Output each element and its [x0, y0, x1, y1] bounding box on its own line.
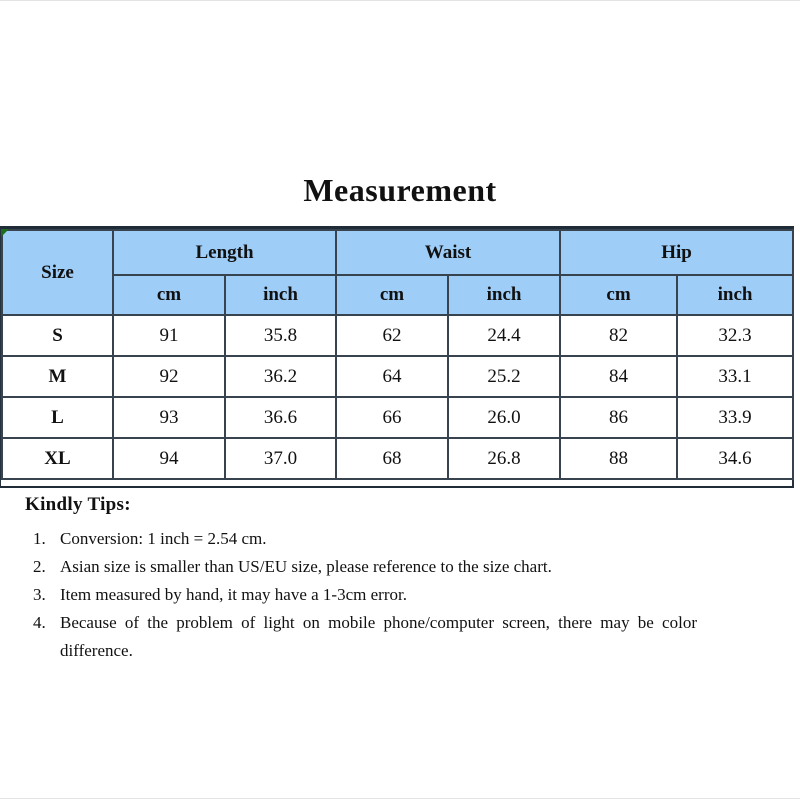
tip-number: 2.	[33, 557, 46, 576]
table-cell: 94	[112, 437, 226, 480]
table-cell: 66	[335, 396, 450, 439]
header-hip-inch: inch	[676, 274, 795, 316]
size-label: S	[1, 314, 114, 357]
corner-marker-triangle-icon	[1, 229, 9, 237]
measurement-table: Size Length Waist Hip cm inch cm inch cm…	[0, 226, 795, 488]
table-row-l: L 93 36.6 66 26.0 86 33.9	[1, 396, 795, 439]
size-label: XL	[1, 437, 114, 480]
table-row-m: M 92 36.2 64 25.2 84 33.1	[1, 355, 795, 398]
table-cell: 35.8	[223, 314, 338, 357]
table-cell: 93	[112, 396, 226, 439]
header-waist-cm: cm	[335, 274, 450, 316]
top-edge-divider	[0, 0, 800, 1]
header-hip: Hip	[559, 229, 795, 276]
tip-item: 2. Asian size is smaller than US/EU size…	[25, 553, 697, 581]
table-cell: 82	[559, 314, 679, 357]
header-length-inch: inch	[223, 274, 338, 316]
table-row-xl: XL 94 37.0 68 26.8 88 34.6	[1, 437, 795, 480]
tip-number: 1.	[33, 529, 46, 548]
table-cell: 68	[335, 437, 450, 480]
table-cell: 32.3	[676, 314, 795, 357]
table-cell: 92	[112, 355, 226, 398]
header-hip-cm: cm	[559, 274, 679, 316]
table-cell: 62	[335, 314, 450, 357]
table-header-group-row: Size Length Waist Hip	[1, 229, 795, 316]
bottom-edge-divider	[0, 798, 800, 799]
tip-text: Conversion: 1 inch = 2.54 cm.	[60, 529, 267, 548]
tip-number: 4.	[33, 613, 46, 632]
table-cell: 37.0	[223, 437, 338, 480]
table-cell: 84	[559, 355, 679, 398]
table-cell: 33.9	[676, 396, 795, 439]
table-cell: 25.2	[447, 355, 562, 398]
header-waist: Waist	[335, 229, 562, 276]
table-cell: 26.8	[447, 437, 562, 480]
size-label: L	[1, 396, 114, 439]
size-table: Size Length Waist Hip cm inch cm inch cm…	[1, 229, 795, 480]
tip-item: 1. Conversion: 1 inch = 2.54 cm.	[25, 525, 697, 553]
table-row-s: S 91 35.8 62 24.4 82 32.3	[1, 314, 795, 357]
header-size: Size	[1, 229, 114, 316]
header-length-cm: cm	[112, 274, 226, 316]
table-cell: 26.0	[447, 396, 562, 439]
table-bottom-spacer	[1, 480, 792, 486]
table-cell: 36.2	[223, 355, 338, 398]
table-cell: 91	[112, 314, 226, 357]
tips-heading: Kindly Tips:	[25, 494, 131, 515]
table-cell: 33.1	[676, 355, 795, 398]
tip-text: Item measured by hand, it may have a 1-3…	[60, 585, 407, 604]
tip-text: Because of the problem of light on mobil…	[60, 613, 697, 660]
header-waist-inch: inch	[447, 274, 562, 316]
table-cell: 34.6	[676, 437, 795, 480]
size-label: M	[1, 355, 114, 398]
tip-text: Asian size is smaller than US/EU size, p…	[60, 557, 552, 576]
tip-item: 4. Because of the problem of light on mo…	[25, 609, 697, 665]
page-title: Measurement	[303, 172, 497, 208]
table-header-unit-row: cm inch cm inch cm inch	[2, 274, 795, 316]
tip-number: 3.	[33, 585, 46, 604]
table-cell: 64	[335, 355, 450, 398]
table-cell: 36.6	[223, 396, 338, 439]
header-length: Length	[111, 229, 338, 276]
table-cell: 24.4	[447, 314, 562, 357]
table-cell: 86	[559, 396, 679, 439]
tip-item: 3. Item measured by hand, it may have a …	[25, 581, 697, 609]
table-cell: 88	[559, 437, 679, 480]
kindly-tips-section: Kindly Tips: 1. Conversion: 1 inch = 2.5…	[25, 494, 697, 665]
